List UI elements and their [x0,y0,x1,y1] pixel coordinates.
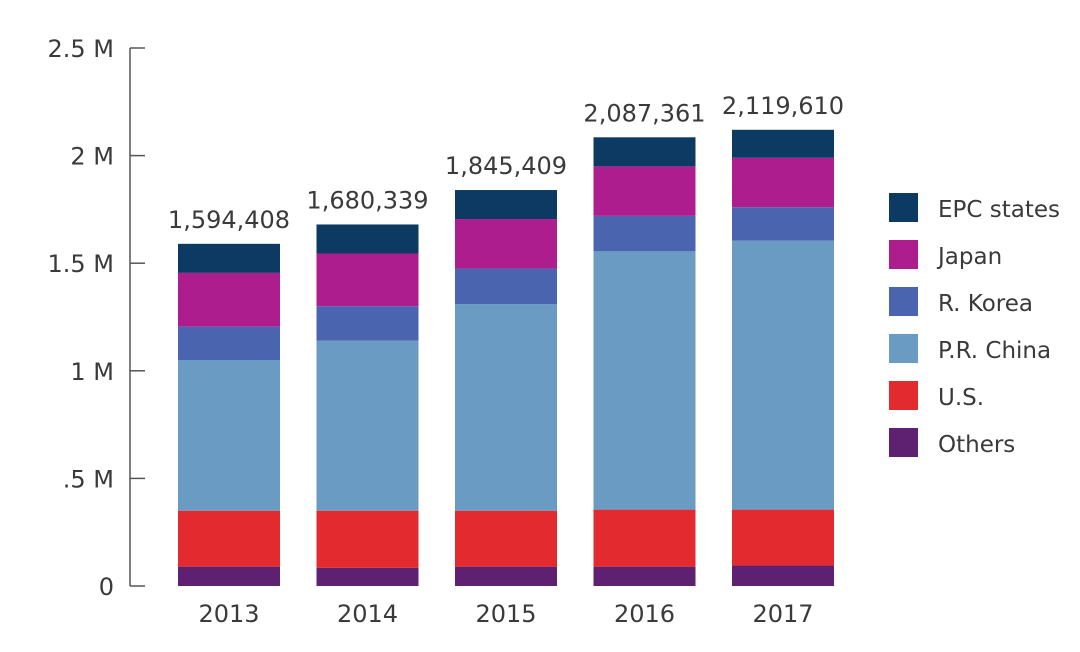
bar-2016-p-r-china [593,251,696,510]
x-tick-label: 2017 [752,600,813,628]
legend-swatch [889,240,918,269]
bar-2017-japan [732,157,834,208]
y-tick-label: 1.5 M [47,250,114,278]
bar-2015-r-korea [455,268,557,305]
legend-label: Japan [936,244,1002,270]
bar-2013-r-korea [178,326,280,361]
y-tick-label: 2 M [70,143,114,171]
bar-2015-epc-states [455,190,557,220]
legend-swatch [889,334,918,363]
bar-2016-epc-states [593,137,696,167]
bar-2014-epc-states [316,224,419,254]
legend-swatch [889,428,918,457]
total-label: 2,087,361 [583,99,705,127]
y-tick-label: 2.5 M [47,35,114,63]
bar-2015-p-r-china [455,304,557,511]
bar-2017-u-s [732,509,834,566]
bar-2013-japan [178,272,280,327]
bar-2015-u-s [455,510,557,567]
bar-2016-others [593,566,696,586]
bar-2015-others [455,566,557,586]
legend-label: P.R. China [938,338,1051,364]
bar-2014-r-korea [316,306,419,341]
bars [178,129,834,586]
legend-swatch [889,381,918,410]
bar-2017-r-korea [732,207,834,241]
total-label: 2,119,610 [722,92,844,120]
bar-2017-others [732,565,834,586]
bar-2014-japan [316,253,419,307]
y-tick-label: 0 [99,573,114,601]
x-tick-label: 2016 [614,600,675,628]
total-label: 1,680,339 [306,186,428,214]
legend-label: U.S. [938,385,984,411]
x-tick-label: 2014 [337,600,398,628]
legend-label: Others [938,432,1015,458]
y-tick-label: 1 M [70,358,114,386]
bar-2016-japan [593,166,696,216]
bar-2014-p-r-china [316,340,419,511]
legend: EPC states Japan R. Korea P.R. China U.S. Oth… [889,193,1060,458]
legend-swatch [889,193,918,222]
bar-2014-others [316,567,419,586]
bar-2013-u-s [178,510,280,567]
bar-2017-p-r-china [732,240,834,510]
bar-2014-u-s [316,510,419,568]
bar-2016-u-s [593,509,696,567]
legend-label: R. Korea [938,291,1033,317]
bar-2016-r-korea [593,215,696,252]
y-tick-label: .5 M [63,465,114,493]
legend-swatch [889,287,918,316]
x-tick-label: 2015 [475,600,536,628]
total-label: 1,594,408 [168,206,290,234]
x-axis-labels: 2013 2014 2015 2016 2017 [198,600,813,628]
total-label: 1,845,409 [445,152,567,180]
bar-2013-others [178,566,280,586]
legend-label: EPC states [938,197,1060,223]
bar-2013-epc-states [178,243,280,273]
total-labels: 1,594,408 1,680,339 1,845,409 2,087,361 2,11… [168,92,844,234]
x-tick-label: 2013 [198,600,259,628]
bar-2013-p-r-china [178,360,280,511]
bar-2015-japan [455,219,557,269]
bar-2017-epc-states [732,129,834,158]
y-axis: 0 .5 M 1 M 1.5 M 2 M 2.5 M [47,35,145,601]
